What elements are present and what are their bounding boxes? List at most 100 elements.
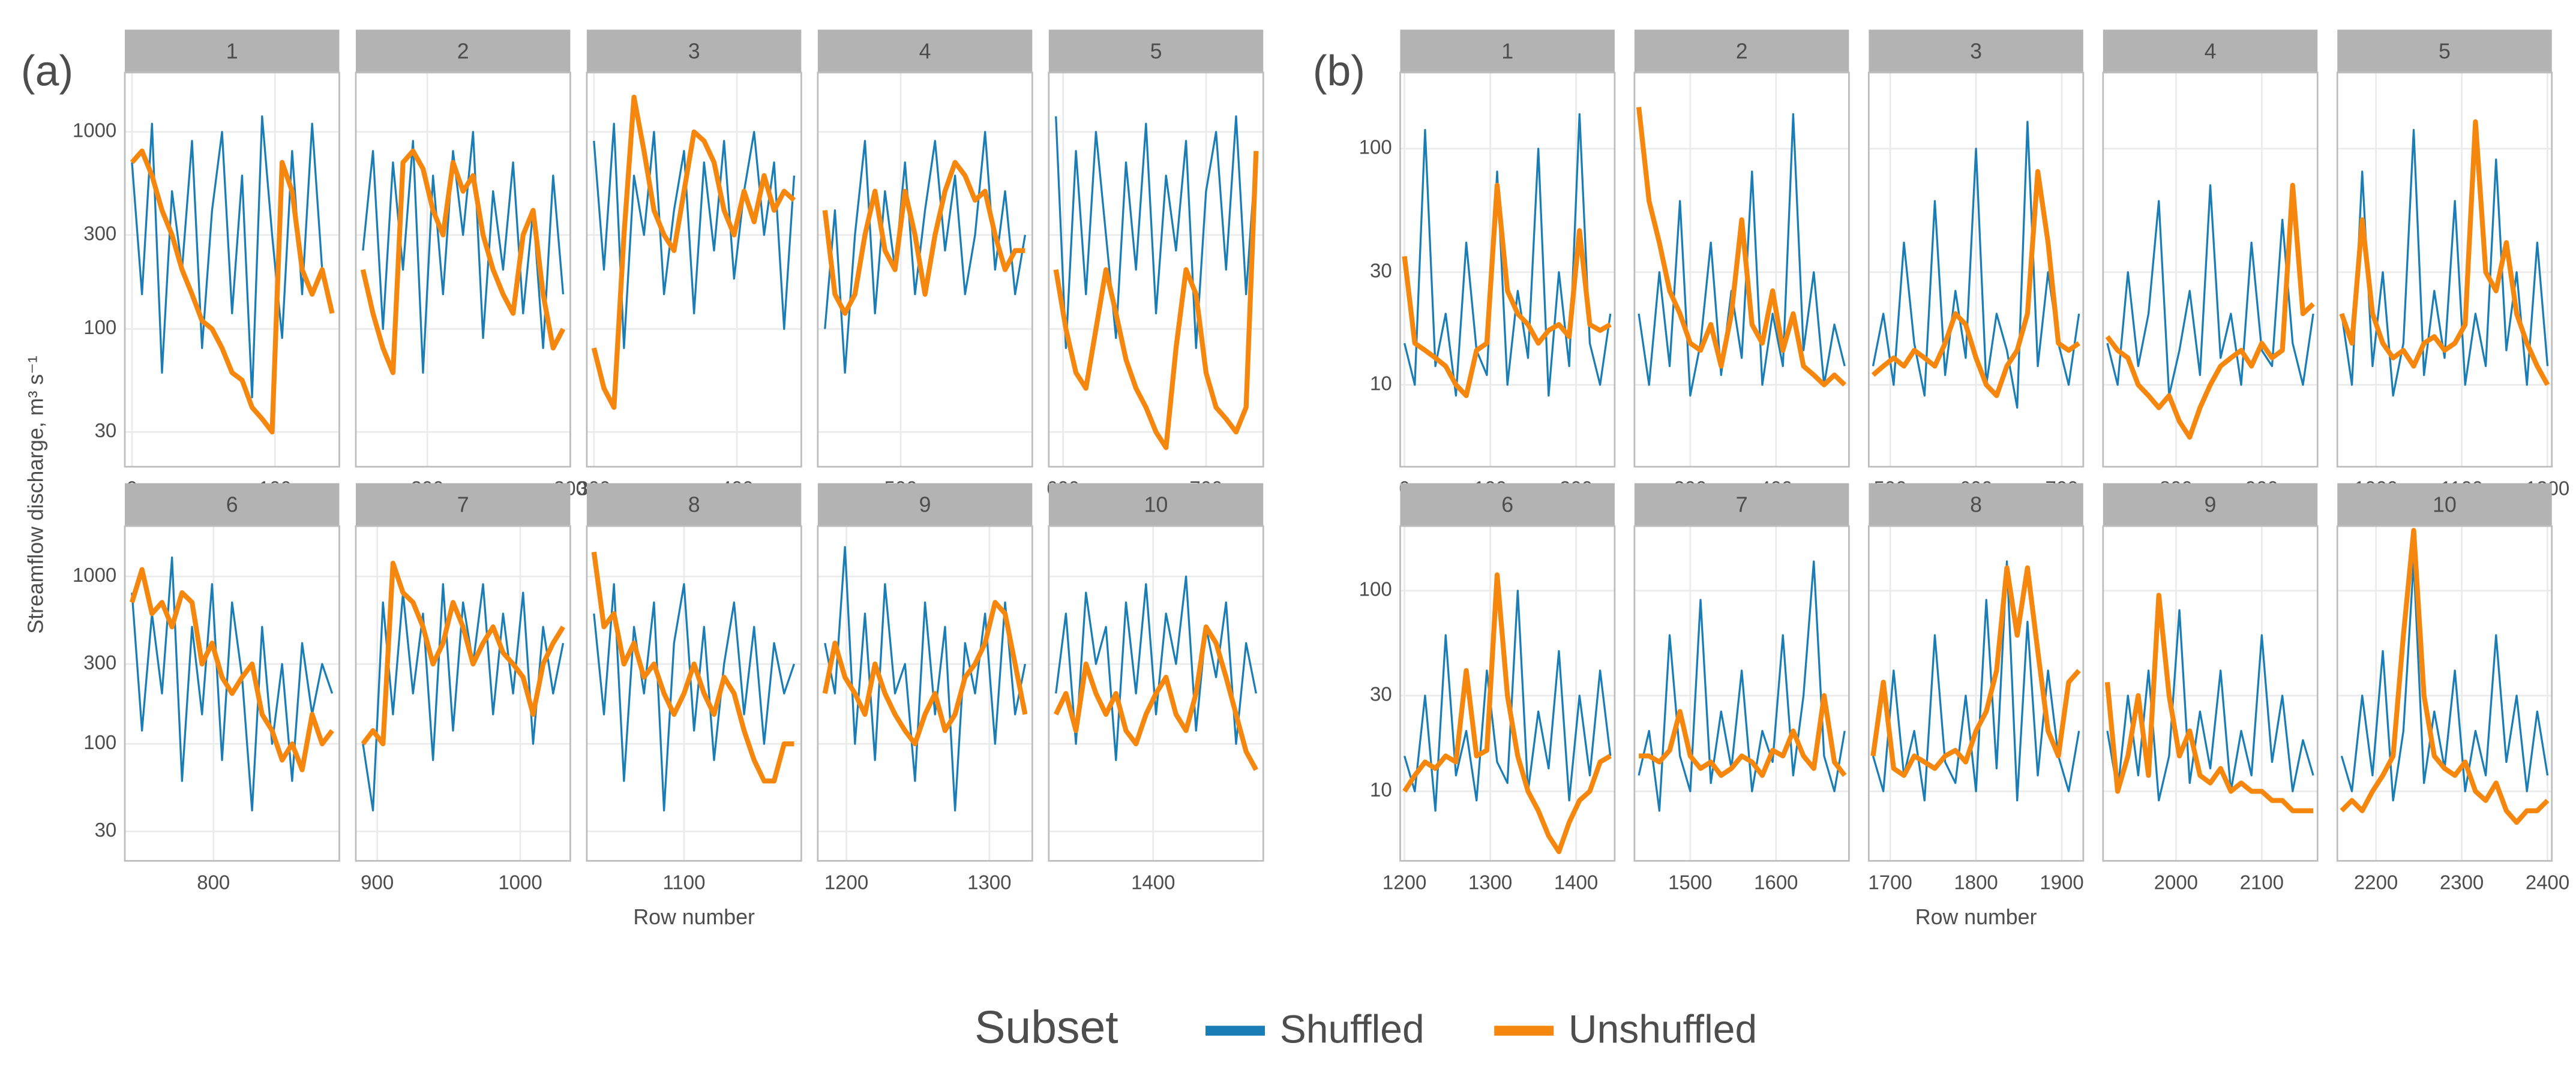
unshuffled-line (360, 148, 566, 375)
unshuffled-line (1402, 182, 1612, 398)
unshuffled-line (822, 160, 1025, 316)
y-tick-label: 100 (83, 316, 116, 338)
shuffled-line (362, 131, 565, 374)
shuffled-line (2106, 184, 2314, 397)
panel-border (817, 71, 1033, 468)
x-axis-label: Row number (633, 905, 755, 929)
legend-title: Subset (974, 1002, 1118, 1053)
y-axis-label: Streamflow discharge, m³ s⁻¹ (24, 356, 48, 634)
unshuffled-line (1053, 624, 1258, 771)
shuffled-line (1872, 121, 2080, 409)
panel-border (2336, 71, 2553, 468)
strip (125, 29, 340, 73)
unshuffled-line (1053, 151, 1259, 450)
strip (1634, 483, 1849, 527)
panel-border (1048, 525, 1264, 862)
y-tick-label: 30 (95, 419, 117, 441)
legend: Shuffled Unshuffled (1205, 1007, 1757, 1051)
y-tick-label: 1000 (73, 564, 116, 586)
panel-border (1048, 71, 1264, 468)
shuffled-line (1638, 560, 1846, 812)
unshuffled-line (2340, 528, 2550, 825)
strip-label: 3 (688, 39, 700, 63)
shuffled-line (1404, 113, 1612, 397)
strip-label: 6 (226, 493, 238, 517)
strip (586, 483, 802, 527)
strip-label: 7 (1736, 493, 1748, 517)
unshuffled-line (1402, 572, 1612, 855)
strip-label: 3 (1970, 39, 1982, 63)
unshuffled-line (130, 148, 335, 435)
x-tick-label: 1300 (1468, 871, 1512, 894)
panel-border (1633, 71, 1850, 468)
y-tick-label: 10 (1370, 372, 1392, 394)
panel-border (124, 525, 340, 862)
legend-label: Unshuffled (1569, 1007, 1757, 1051)
strip (355, 483, 571, 527)
strip-label: 9 (919, 493, 931, 517)
unshuffled-line (2339, 119, 2550, 386)
x-tick-label: 900 (361, 871, 394, 894)
x-tick-label: 1700 (1868, 871, 1912, 894)
x-tick-label: 1000 (498, 871, 542, 894)
x-tick-label: 1600 (1754, 871, 1798, 894)
strip-label: 8 (688, 493, 700, 517)
x-tick-label: 2300 (2440, 871, 2484, 894)
x-tick-label: 1200 (824, 871, 868, 894)
y-tick-label: 100 (1359, 136, 1392, 158)
shuffled-line (1055, 575, 1257, 761)
strip (586, 29, 802, 73)
strip-label: 9 (2205, 493, 2217, 517)
strip-label: 5 (1150, 39, 1162, 63)
x-tick-label: 1800 (1954, 871, 1998, 894)
y-tick-label: 300 (83, 651, 116, 674)
panel-border (1633, 525, 1850, 862)
unshuffled-line (1871, 169, 2081, 398)
y-tick-label: 100 (1359, 578, 1392, 600)
panel-border (817, 525, 1033, 862)
unshuffled-line (1639, 693, 1847, 778)
strip (1634, 29, 1849, 73)
unshuffled-line (2105, 182, 2315, 440)
legend-label: Shuffled (1280, 1007, 1425, 1051)
strip (817, 483, 1033, 527)
panel-border (355, 71, 571, 468)
x-tick-label: 2000 (2154, 871, 2198, 894)
strip (1869, 483, 2083, 527)
y-tick-label: 30 (95, 819, 117, 841)
panel-border (355, 525, 571, 862)
strip (1869, 29, 2083, 73)
x-tick-label: 1200 (1383, 871, 1426, 894)
x-tick-label: 1300 (967, 871, 1011, 894)
y-tick-label: 10 (1370, 779, 1392, 801)
x-tick-label: 1100 (662, 871, 705, 894)
panel-border (586, 525, 802, 862)
panel-border (1399, 71, 1616, 468)
unshuffled-line (1870, 565, 2081, 778)
panel-border (1867, 525, 2085, 862)
unshuffled-line (1636, 107, 1847, 387)
strip-label: 7 (457, 493, 469, 517)
x-tick-label: 2200 (2354, 871, 2398, 894)
strip (355, 29, 571, 73)
strip-label: 10 (2433, 493, 2457, 517)
unshuffled-line (2104, 593, 2314, 813)
strip (1400, 29, 1615, 73)
shuffled-line (1404, 590, 1612, 812)
strip (2337, 483, 2552, 527)
strip-label: 6 (1501, 493, 1513, 517)
strip-label: 5 (2439, 39, 2451, 63)
strip-label: 1 (226, 39, 238, 63)
panel-border (586, 71, 802, 468)
strip (1400, 483, 1615, 527)
x-tick-label: 1500 (1668, 871, 1712, 894)
strip-label: 2 (1736, 39, 1748, 63)
panel-border (1399, 525, 1616, 862)
unshuffled-line (591, 94, 796, 410)
strip-label: 2 (457, 39, 469, 63)
panel-border (2102, 525, 2319, 862)
y-tick-label: 300 (83, 222, 116, 244)
x-tick-label: 800 (197, 871, 230, 894)
y-tick-label: 1000 (73, 119, 116, 142)
